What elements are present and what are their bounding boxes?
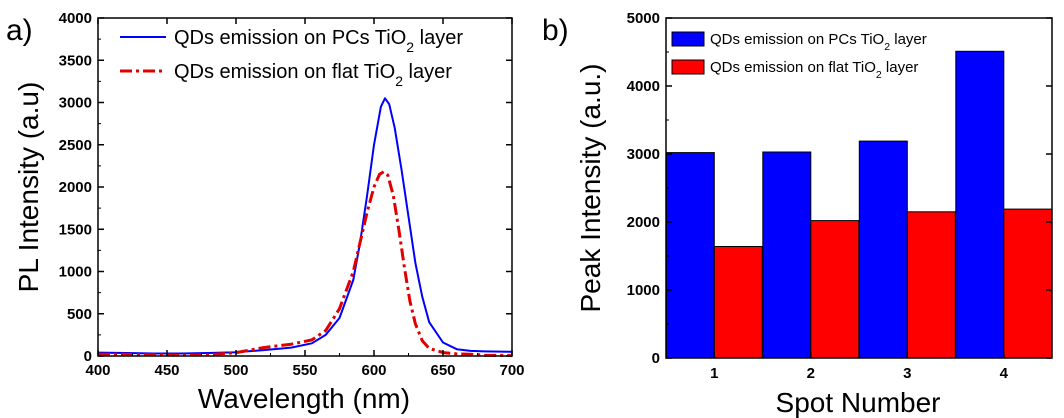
y-tick-label: 2500 [59,137,92,154]
legend-text-name-suffix: layer [403,61,452,83]
bar-series1-spot3 [858,140,908,359]
y-tick-label: 500 [67,306,92,323]
y-axis-label-a: PL Intensity (a.u) [13,82,44,293]
legend-text-name-suffix: layer [890,31,927,48]
legend-text-name-sub: 2 [884,41,890,53]
legend-text-name-sub: 2 [876,69,882,81]
y-tick-label: 1000 [59,264,92,281]
bar-series1-spot4 [955,50,1005,359]
legend-swatch-1 [671,31,705,47]
y-tick-label: 2000 [59,179,92,196]
y-tick-label: 4000 [627,78,660,95]
y-tick-label: 3000 [59,95,92,112]
legend-label-1: QDs emission on PCs TiO2 layer [710,31,927,53]
x-tick-label: 650 [430,362,455,379]
y-axis-label-b: Peak Intensity (a.u.) [575,63,606,312]
legend-text-name-suffix: layer [414,27,463,49]
bar-series2-spot3 [906,211,956,359]
legend-text-name-sub: 2 [395,73,403,89]
x-tick-label: 4 [1000,365,1009,382]
x-tick-label: 700 [499,362,524,379]
y-tick-label: 1000 [627,282,660,299]
y-tick-label: 2000 [627,214,660,231]
x-tick-label: 450 [154,362,179,379]
series-line-2 [98,170,513,358]
legend-text-name: QDs emission on PCs TiO [174,27,406,49]
x-tick-label: 500 [223,362,248,379]
x-axis-label-a: Wavelength (nm) [198,383,410,414]
x-tick-label: 2 [807,365,815,382]
y-tick-label: 0 [652,350,660,367]
x-tick-label: 3 [903,365,911,382]
x-tick-label: 600 [361,362,386,379]
x-tick-label: 400 [85,362,110,379]
bar-series2-spot4 [1003,208,1053,359]
y-tick-label: 4000 [59,10,92,27]
chart-b-peak-intensity: b) 1 2 3 4 0 1000 2000 3000 4000 5000 Spot Number Pe… [542,10,1053,418]
series-line-1 [97,97,513,355]
y-tick-label: 0 [84,348,92,365]
bar-series1-spot1 [665,152,715,359]
legend-text-name: QDs emission on PCs TiO [710,31,884,48]
x-axis-label-b: Spot Number [776,387,941,418]
legend-label-2: QDs emission on flat TiO2 layer [710,59,918,81]
x-tick-label: 1 [710,365,718,382]
bar-series2-spot1 [713,246,763,359]
y-tick-label: 1500 [59,221,92,238]
y-tick-label: 5000 [627,10,660,27]
x-tick-label: 550 [292,362,317,379]
panel-label-a: a) [6,14,33,47]
y-tick-label: 3500 [59,52,92,69]
legend-text-name-suffix: layer [882,59,919,76]
legend-text-name: QDs emission on flat TiO [174,61,395,83]
legend-swatch-2 [671,59,705,75]
bar-series2-spot2 [810,220,860,359]
y-tick-label: 3000 [627,146,660,163]
bar-series1-spot2 [762,151,812,359]
legend-label-1: QDs emission on PCs TiO2 layer [174,27,463,55]
legend-text-name-sub: 2 [406,39,414,55]
panel-label-b: b) [542,14,569,47]
legend-label-2: QDs emission on flat TiO2 layer [174,61,452,89]
legend-text-name: QDs emission on flat TiO [710,59,876,76]
